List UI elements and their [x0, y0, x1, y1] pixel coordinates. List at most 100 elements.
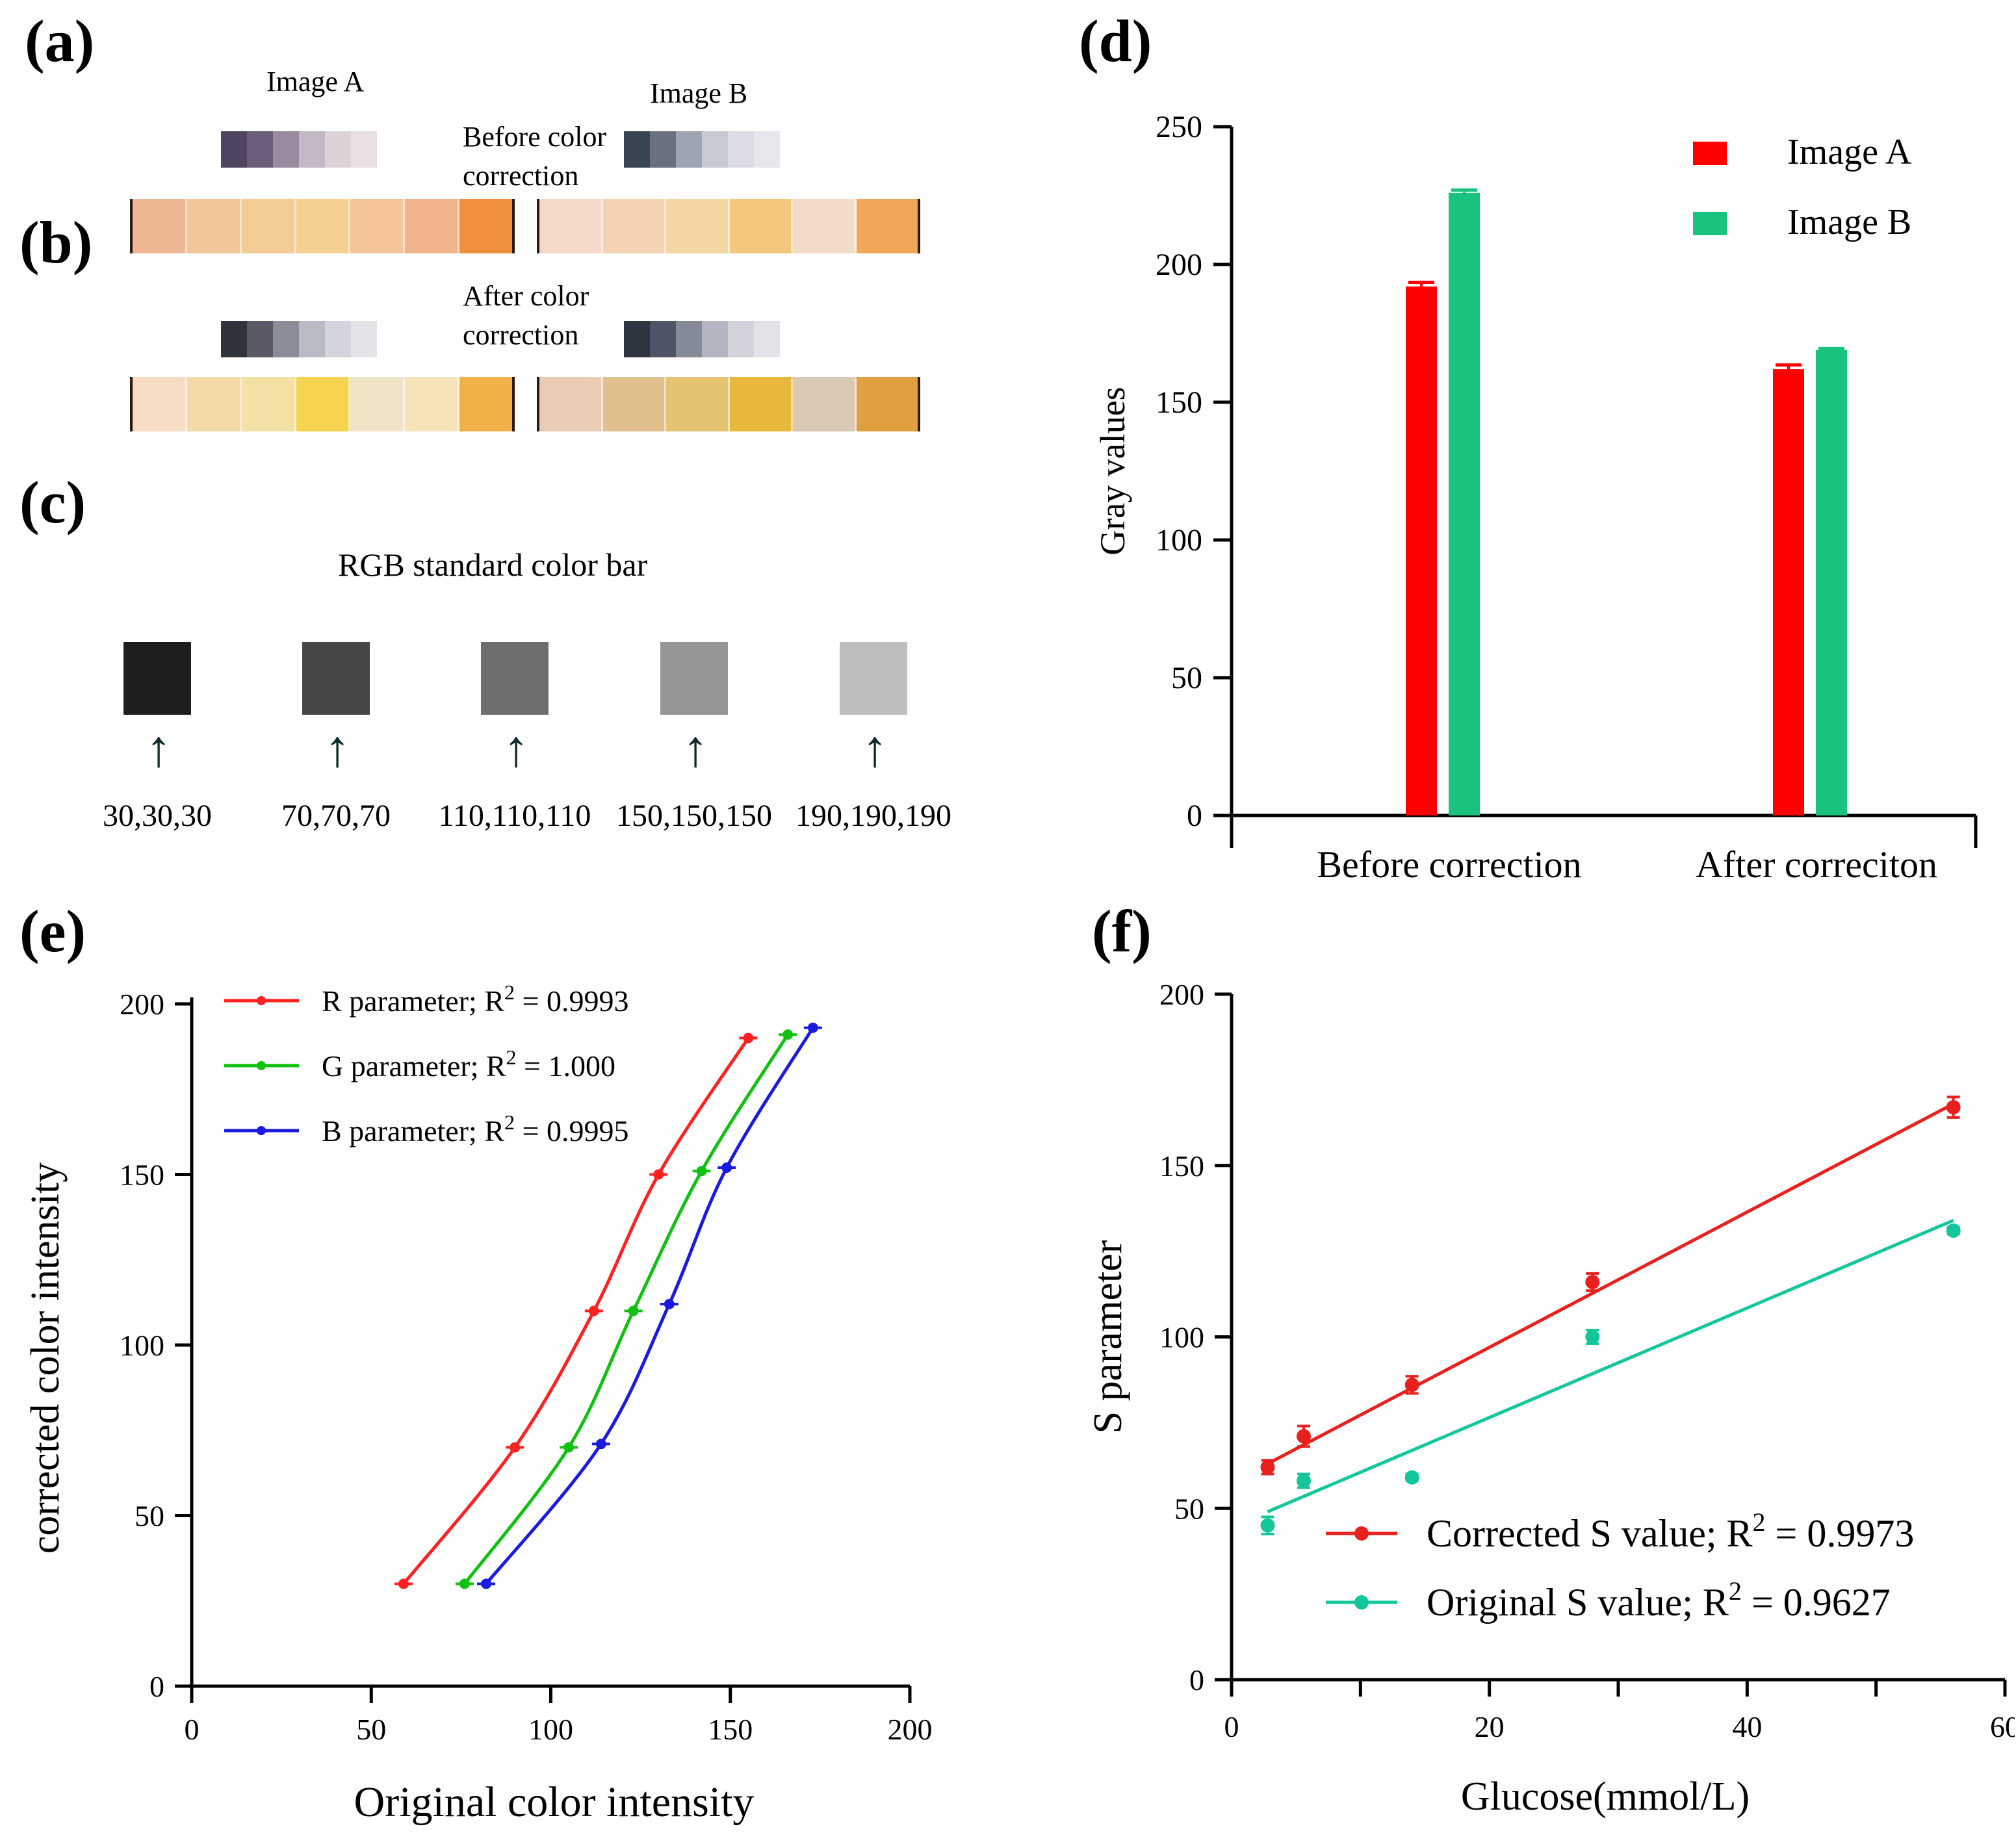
- y-tick-label: 150: [1159, 1149, 1204, 1183]
- swatch-1: [247, 321, 273, 357]
- data-point: [1946, 1223, 1961, 1238]
- bar-image-b: [1816, 350, 1847, 815]
- data-point: [1946, 1100, 1961, 1115]
- legend-label: B parameter; R2 = 0.9995: [322, 1110, 628, 1147]
- chart-d-bar: 0 50 100 150 200 250 Gray values Before correct…: [1093, 110, 1978, 886]
- swatch-5: [754, 131, 780, 168]
- test-strip-image-b-after: [537, 377, 920, 431]
- x-axis-label: Original color intensity: [354, 1778, 755, 1826]
- panel-label-b: (b): [19, 209, 93, 276]
- std-color-label-1: 70,70,70: [281, 799, 391, 833]
- x-tick-label: 50: [356, 1713, 386, 1746]
- x-tick-label: 200: [888, 1713, 933, 1746]
- panel-label-a: (a): [25, 8, 95, 74]
- strip-pad-2: [666, 199, 730, 253]
- legend-label: Original S value; R2 = 0.9627: [1427, 1576, 1891, 1624]
- std-color-square-1: [302, 642, 370, 715]
- legend-marker: [257, 1126, 266, 1135]
- strip-pad-5: [856, 199, 918, 253]
- std-color-square-3: [660, 642, 728, 715]
- panel-label-d: (d): [1079, 8, 1152, 74]
- data-point: [1297, 1474, 1312, 1489]
- y-tick-label: 200: [120, 988, 164, 1021]
- swatch-5: [351, 321, 377, 357]
- std-color-label-4: 190,190,190: [795, 799, 951, 833]
- strip-pad-0: [539, 377, 603, 431]
- image-a-label: Image A: [266, 66, 365, 97]
- legend-swatch: [1693, 142, 1727, 165]
- strip-pad-4: [793, 199, 857, 253]
- y-tick-label: 50: [1171, 661, 1202, 695]
- data-point: [1260, 1518, 1275, 1533]
- y-tick-label: 0: [1189, 1663, 1204, 1697]
- strip-pad-6: [459, 377, 513, 431]
- strip-pad-0: [133, 377, 187, 431]
- y-tick-label: 0: [1187, 799, 1202, 833]
- strip-pad-3: [296, 199, 351, 253]
- y-tick-label: 100: [1159, 1321, 1204, 1354]
- swatch-2: [676, 321, 702, 357]
- strip-pad-3: [729, 377, 793, 431]
- up-arrow-icon: ↑: [682, 721, 708, 778]
- data-point: [1585, 1275, 1600, 1290]
- swatch-1: [650, 321, 676, 357]
- y-axis-label: corrected color intensity: [23, 1162, 68, 1554]
- data-point: [1585, 1329, 1600, 1344]
- x-tick-label: 0: [185, 1713, 200, 1746]
- swatch-4: [728, 321, 754, 357]
- chart-e-line: 0 50 100 150 200 0 50 100 150 200 Original color i…: [23, 981, 933, 1826]
- swatch-row-image-a-after: [221, 321, 377, 357]
- strip-pad-4: [350, 377, 406, 431]
- swatch-3: [299, 131, 325, 168]
- legend-label: Image B: [1787, 202, 1911, 242]
- test-strip-image-b-before: [537, 199, 920, 253]
- y-tick-label: 150: [120, 1159, 164, 1192]
- strip-pad-1: [187, 199, 242, 253]
- strip-pad-0: [539, 199, 603, 253]
- bar-image-a: [1406, 286, 1437, 815]
- swatch-5: [351, 131, 377, 168]
- x-tick-label: 20: [1475, 1710, 1505, 1743]
- swatch-1: [650, 131, 676, 168]
- data-point: [1404, 1470, 1419, 1485]
- strip-pad-0: [133, 199, 187, 253]
- legend-marker: [257, 996, 266, 1005]
- swatch-0: [624, 131, 650, 168]
- data-point: [1260, 1459, 1275, 1474]
- up-arrow-icon: ↑: [503, 721, 529, 778]
- swatch-1: [247, 131, 273, 168]
- panel-label-e: (e): [19, 898, 86, 964]
- swatch-3: [299, 321, 325, 357]
- swatch-0: [624, 321, 650, 357]
- legend-swatch: [1693, 212, 1727, 235]
- y-tick-label: 100: [1156, 523, 1202, 558]
- strip-pad-1: [602, 377, 666, 431]
- y-tick-label: 50: [135, 1500, 164, 1533]
- swatch-2: [676, 131, 702, 168]
- swatch-3: [702, 131, 728, 168]
- strip-pad-2: [241, 199, 296, 253]
- legend-label: Image A: [1787, 132, 1912, 172]
- up-arrow-icon: ↑: [862, 721, 888, 778]
- strip-pad-4: [793, 377, 857, 431]
- swatch-4: [325, 321, 351, 357]
- legend-marker: [257, 1061, 266, 1070]
- legend-label: Corrected S value; R2 = 0.9973: [1427, 1507, 1914, 1555]
- swatch-2: [273, 321, 299, 357]
- swatch-0: [221, 321, 247, 357]
- x-tick-label: 40: [1732, 1710, 1762, 1743]
- strip-pad-2: [666, 377, 730, 431]
- legend-marker: [1354, 1595, 1369, 1609]
- fit-line-1: [1267, 1218, 1954, 1513]
- strip-pad-5: [856, 377, 918, 431]
- x-category-label: Before correction: [1317, 843, 1581, 886]
- bar-image-a: [1773, 369, 1804, 815]
- fit-line-0: [1267, 1102, 1954, 1465]
- series-line-2: [485, 1027, 814, 1585]
- x-tick-label: 150: [708, 1713, 753, 1746]
- std-color-square-2: [481, 642, 549, 715]
- before-correction-line1: Before color: [463, 121, 607, 153]
- up-arrow-icon: ↑: [324, 721, 350, 778]
- test-strip-image-a-after: [130, 377, 515, 431]
- strip-pad-5: [405, 199, 460, 253]
